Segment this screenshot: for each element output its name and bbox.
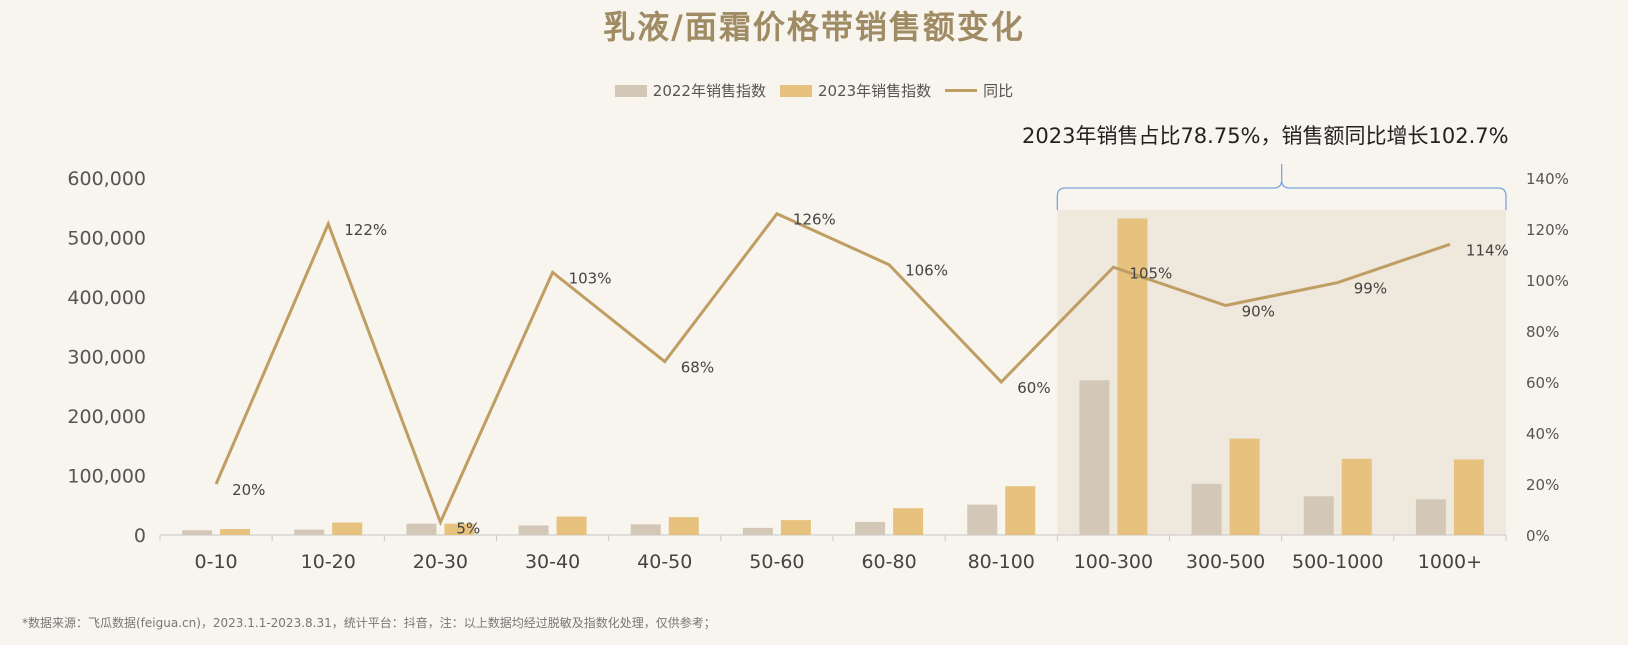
x-tick-label: 80-100 — [968, 551, 1035, 573]
y-tick-label: 500,000 — [67, 228, 146, 250]
yoy-data-label: 114% — [1466, 241, 1509, 259]
bar-2023 — [1453, 459, 1484, 535]
x-tick-label: 50-60 — [749, 551, 804, 573]
legend-swatch-2022 — [614, 84, 647, 97]
chart-title: 乳液/面霜价格带销售额变化 — [603, 8, 1025, 46]
x-tick-label: 40-50 — [637, 551, 692, 573]
yoy-data-label: 103% — [569, 269, 612, 287]
yoy-data-label: 90% — [1242, 303, 1275, 321]
bar-2023 — [332, 522, 363, 535]
x-tick-label: 30-40 — [525, 551, 580, 573]
bar-2022 — [1415, 499, 1446, 535]
y-tick-label: 600,000 — [67, 168, 146, 190]
legend-item-2023: 2023年销售指数 — [779, 80, 932, 101]
y-tick-label: 200,000 — [67, 406, 146, 428]
legend-swatch-2023 — [779, 84, 812, 97]
x-tick-label: 500-1000 — [1292, 551, 1383, 573]
y-tick-label: 0 — [134, 525, 146, 547]
bar-2023 — [556, 516, 587, 535]
bar-2023 — [1005, 486, 1036, 535]
y2-tick-label: 80% — [1526, 323, 1559, 341]
y-tick-label: 300,000 — [67, 347, 146, 369]
x-tick-label: 1000+ — [1418, 551, 1482, 573]
yoy-data-label: 99% — [1354, 280, 1387, 298]
bar-2023 — [220, 529, 251, 535]
yoy-data-label: 20% — [232, 481, 265, 499]
legend-item-2022: 2022年销售指数 — [614, 80, 766, 101]
y-tick-label: 100,000 — [67, 466, 146, 488]
yoy-data-label: 126% — [793, 211, 836, 229]
x-tick-label: 300-500 — [1186, 551, 1265, 573]
yoy-data-label: 122% — [344, 221, 387, 239]
x-tick-label: 0-10 — [195, 551, 238, 573]
yoy-line — [214, 211, 1451, 527]
yoy-data-label: 5% — [456, 519, 480, 537]
bar-2023 — [893, 508, 924, 535]
x-tick-label: 10-20 — [301, 551, 356, 573]
bar-2022 — [518, 525, 549, 535]
yoy-data-label: 106% — [905, 262, 948, 280]
y2-tick-label: 20% — [1526, 476, 1559, 494]
bar-2022 — [855, 521, 886, 535]
chart-legend: 2022年销售指数 2023年销售指数 同比 — [0, 80, 1628, 101]
legend-label-2023: 2023年销售指数 — [817, 82, 932, 100]
y2-tick-label: 0% — [1526, 527, 1550, 545]
bar-2023 — [444, 523, 475, 535]
yoy-data-label: 105% — [1129, 264, 1172, 282]
y2-tick-label: 120% — [1526, 221, 1569, 239]
bar-2022 — [294, 529, 325, 535]
y2-tick-label: 40% — [1526, 425, 1559, 443]
legend-swatch-yoy — [945, 89, 978, 92]
yoy-data-label: 60% — [1017, 379, 1050, 397]
yoy-data-label: 68% — [681, 359, 714, 377]
legend-item-yoy: 同比 — [945, 80, 1013, 101]
bar-2022 — [630, 524, 661, 535]
x-tick-label: 100-300 — [1074, 551, 1153, 573]
footnote: *数据来源：飞瓜数据(feigua.cn)，2023.1.1-2023.8.31… — [22, 616, 716, 630]
bar-2023 — [780, 520, 811, 535]
bar-2022 — [1191, 483, 1222, 535]
bar-2022 — [742, 527, 773, 535]
bar-2022 — [406, 523, 437, 535]
bar-2022 — [1079, 380, 1110, 535]
y2-tick-label: 140% — [1526, 170, 1569, 188]
bar-2022 — [967, 504, 998, 535]
bar-2023 — [1229, 438, 1260, 535]
legend-label-yoy: 同比 — [983, 82, 1014, 100]
bar-2022 — [1303, 496, 1334, 535]
legend-label-2022: 2022年销售指数 — [652, 82, 766, 100]
y2-tick-label: 60% — [1526, 374, 1559, 392]
y2-tick-label: 100% — [1526, 272, 1569, 290]
bar-2023 — [1341, 458, 1372, 535]
bar-2023 — [668, 517, 699, 535]
highlight-bracket — [1056, 164, 1507, 210]
x-tick-label: 60-80 — [861, 551, 916, 573]
y-tick-label: 400,000 — [67, 287, 146, 309]
bar-2022 — [182, 530, 213, 535]
chart-annotation: 2023年销售占比78.75%，销售额同比增长102.7% — [1022, 124, 1509, 148]
x-tick-label: 20-30 — [413, 551, 468, 573]
